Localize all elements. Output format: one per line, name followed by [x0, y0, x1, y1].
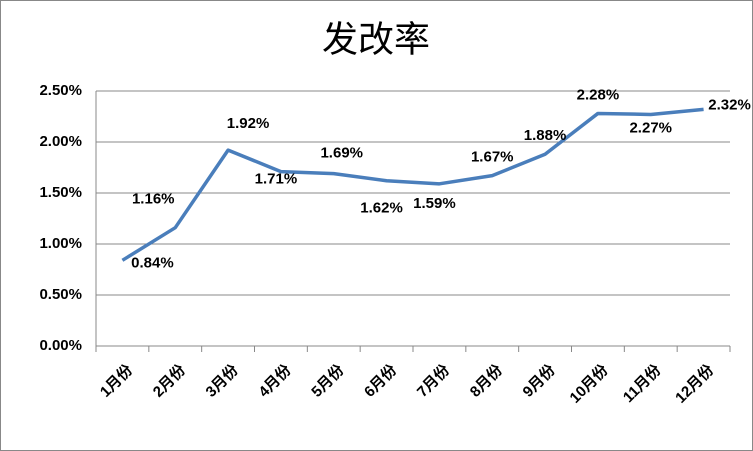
y-tick-label: 2.00%	[39, 133, 82, 150]
data-label: 2.32%	[708, 96, 751, 113]
data-label: 2.27%	[629, 119, 672, 136]
chart-title: 发改率	[322, 19, 430, 60]
data-label: 1.88%	[524, 127, 567, 144]
data-label: 1.59%	[413, 195, 456, 212]
data-label: 1.69%	[320, 145, 363, 162]
data-label: 0.84%	[131, 254, 174, 271]
data-label: 1.71%	[255, 171, 298, 188]
y-tick-label: 0.00%	[39, 337, 82, 354]
data-label: 1.92%	[227, 115, 270, 132]
data-label: 2.28%	[577, 86, 620, 103]
y-tick-label: 1.00%	[39, 235, 82, 252]
data-label: 1.62%	[360, 200, 403, 217]
y-tick-label: 1.50%	[39, 184, 82, 201]
data-line	[121, 107, 704, 262]
y-tick-label: 2.50%	[39, 82, 82, 99]
y-tick-label: 0.50%	[39, 286, 82, 303]
data-label: 1.67%	[471, 149, 514, 166]
data-label: 1.16%	[132, 191, 175, 208]
